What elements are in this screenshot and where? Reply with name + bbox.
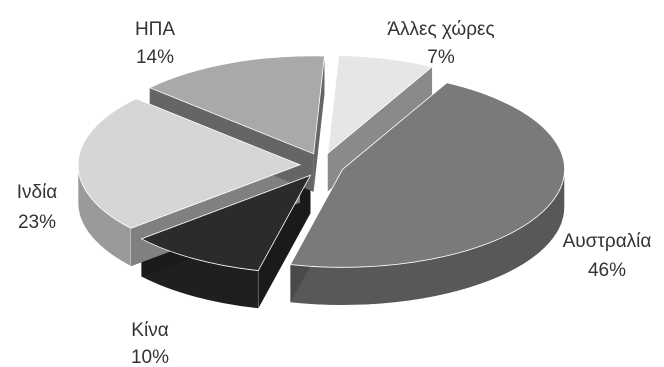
slice-label-value-other: 7%	[427, 47, 455, 68]
pie-slice-other	[327, 55, 433, 155]
pie-slice-face-usa-end	[313, 55, 325, 192]
slice-label-name-other: Άλλες χώρες	[387, 19, 494, 40]
pie-slice-china	[140, 174, 312, 271]
pie-slice-usa	[148, 55, 325, 155]
pie-slice-india	[77, 98, 302, 229]
slice-label-value-australia: 46%	[588, 260, 626, 281]
slice-label-name-india: Ινδία	[17, 182, 58, 203]
slice-label-value-china: 10%	[131, 347, 169, 367]
slice-label-name-china: Κίνα	[131, 320, 168, 341]
slice-label-value-usa: 14%	[136, 47, 174, 68]
pie-slice-australia	[289, 82, 565, 268]
slice-label-value-india: 23%	[18, 212, 56, 233]
slice-label-name-usa: ΗΠΑ	[135, 19, 175, 40]
slice-label-name-australia: Αυστραλία	[563, 231, 652, 252]
